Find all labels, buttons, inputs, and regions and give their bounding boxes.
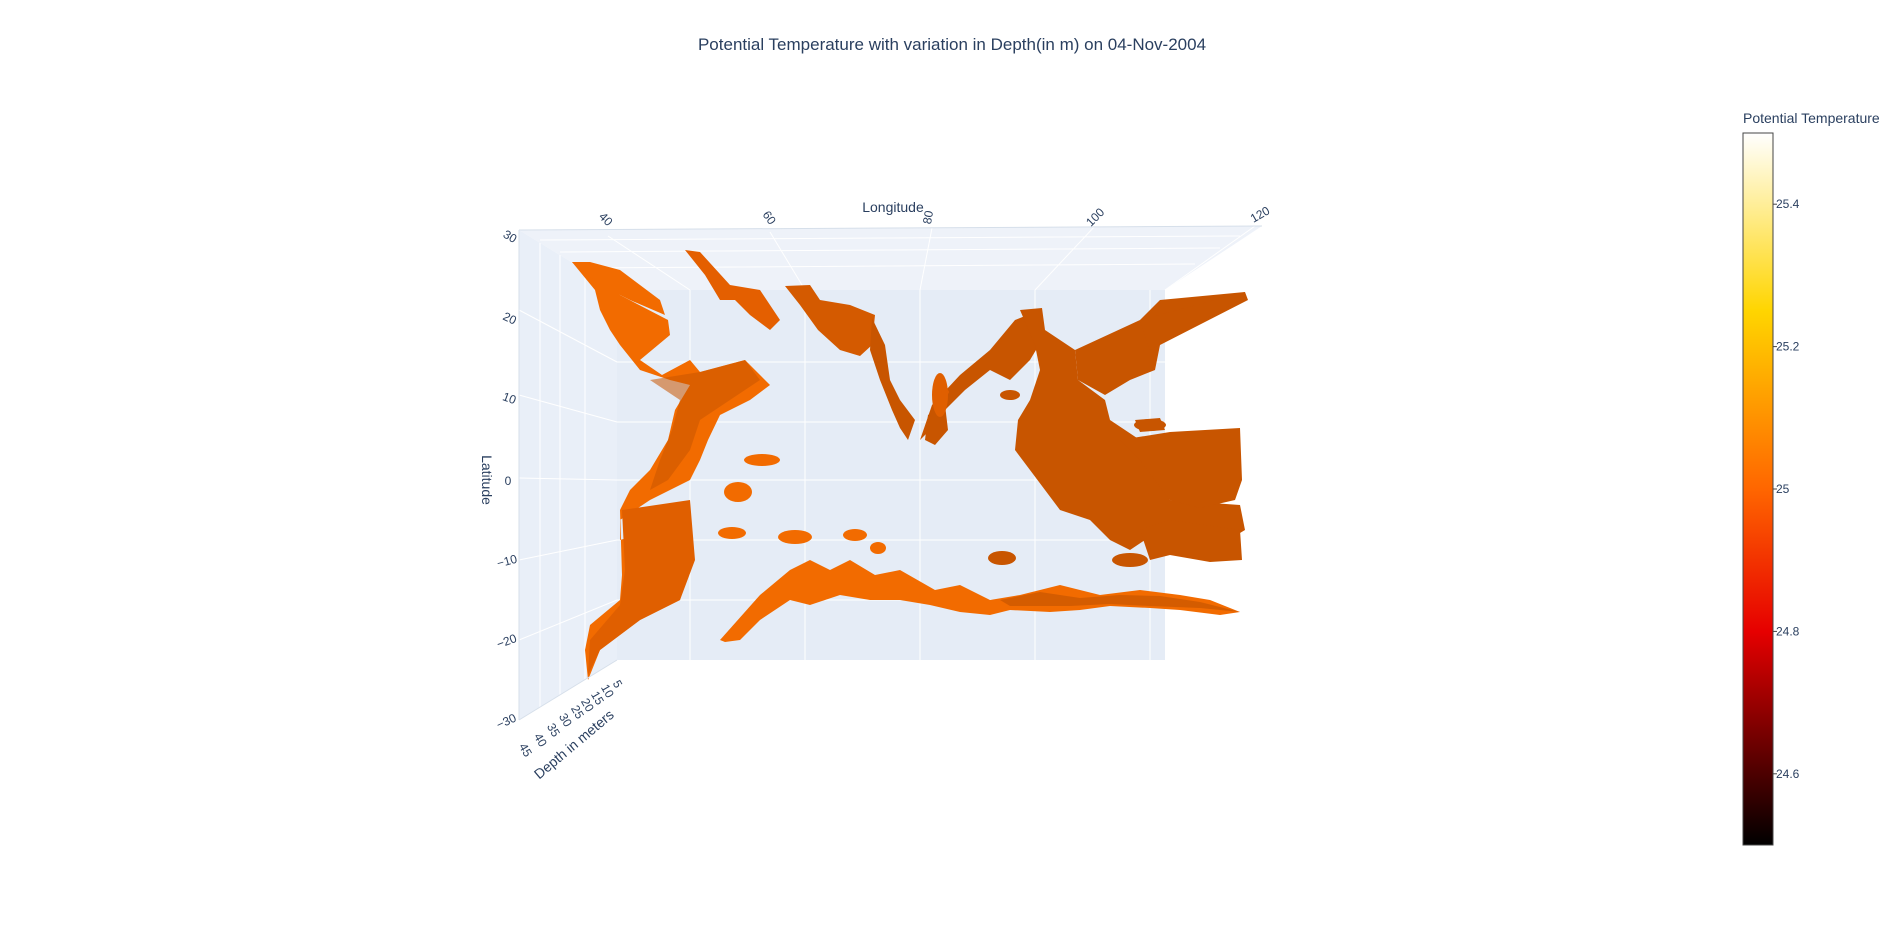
surface-gulf: [785, 285, 875, 356]
y-tick: −20: [495, 631, 519, 651]
surface-island-7: [932, 373, 948, 417]
x-tick: 40: [596, 209, 616, 229]
z-tick: 10: [598, 682, 617, 701]
surface-island-2: [724, 482, 752, 502]
surface-india-east: [920, 310, 1042, 440]
y-axis: 30 20 10 0 −10 −20 −30 Latitude: [479, 227, 520, 732]
surface-island-9: [1000, 390, 1020, 400]
z-tick: 20: [578, 696, 597, 715]
axis-edges: [518, 225, 1263, 721]
surface-bay-bengal: [1015, 308, 1245, 550]
z-tick: 30: [556, 711, 575, 730]
z-tick: 40: [531, 731, 550, 750]
x-axis-title: Longitude: [862, 199, 924, 215]
y-tick: 0: [505, 474, 512, 488]
x-tick: 120: [1248, 203, 1273, 225]
surface-south-ribbon: [720, 560, 1240, 642]
y-tick: 20: [501, 309, 519, 327]
surface-sumatra: [1120, 428, 1242, 508]
surface-island-3: [718, 527, 746, 539]
surface-africa-shade: [650, 360, 760, 490]
colorbar-tick-label: 25: [1776, 482, 1790, 496]
y-tick: 30: [501, 227, 520, 246]
left-wall: [519, 230, 617, 720]
x-tick: 100: [1083, 205, 1107, 229]
surface-north-ribbon: [572, 262, 665, 315]
surface-java: [1140, 520, 1242, 562]
z-tick: 35: [544, 721, 563, 740]
z-tick: 15: [588, 689, 607, 708]
surface-india-west: [870, 318, 915, 440]
colorbar-ticks: 25.4 25.2 25 24.8 24.6: [1773, 197, 1800, 781]
colorbar-title: Potential Temperature: [1743, 110, 1880, 126]
surface-island-5: [843, 529, 867, 541]
z-tick: 45: [516, 741, 535, 760]
surface-somalia: [588, 500, 695, 675]
surface-east-ribbon-top: [1140, 292, 1245, 350]
surface-south-ribbon-shade: [1000, 592, 1240, 612]
colorbar-tick-label: 25.4: [1776, 197, 1800, 211]
colorbar-tick-label: 25.2: [1776, 340, 1800, 354]
z-tick: 25: [568, 703, 587, 722]
isosurface: [572, 250, 1248, 680]
y-tick: −30: [494, 711, 519, 732]
surface-island-4: [778, 530, 812, 544]
colorbar-gradient: [1742, 132, 1774, 846]
y-tick: −10: [495, 552, 519, 571]
surface-island-1: [744, 454, 780, 466]
x-axis: 40 60 80 100 120 Longitude: [596, 199, 1272, 229]
surface-island-10: [1134, 419, 1166, 431]
y-tick: 10: [501, 389, 519, 407]
y-axis-title: Latitude: [479, 455, 495, 505]
x-tick: 60: [760, 208, 779, 227]
surface-island-12: [1112, 553, 1148, 567]
colorbar: Potential Temperature 25.4 25.2 25 24.8 24.6: [1742, 110, 1880, 846]
scene[interactable]: 40 60 80 100 120 Longitude 30 20 10 0 −1…: [479, 199, 1272, 782]
colorbar-tick-label: 24.8: [1776, 624, 1800, 638]
x-tick: 80: [920, 209, 936, 225]
surface-arabia: [685, 250, 780, 330]
surface-island-6: [870, 542, 886, 554]
colorbar-tick-label: 24.6: [1776, 767, 1800, 781]
chart-title: Potential Temperature with variation in …: [698, 35, 1206, 54]
surface-island-11: [988, 551, 1016, 565]
surface-island-8: [941, 389, 949, 395]
